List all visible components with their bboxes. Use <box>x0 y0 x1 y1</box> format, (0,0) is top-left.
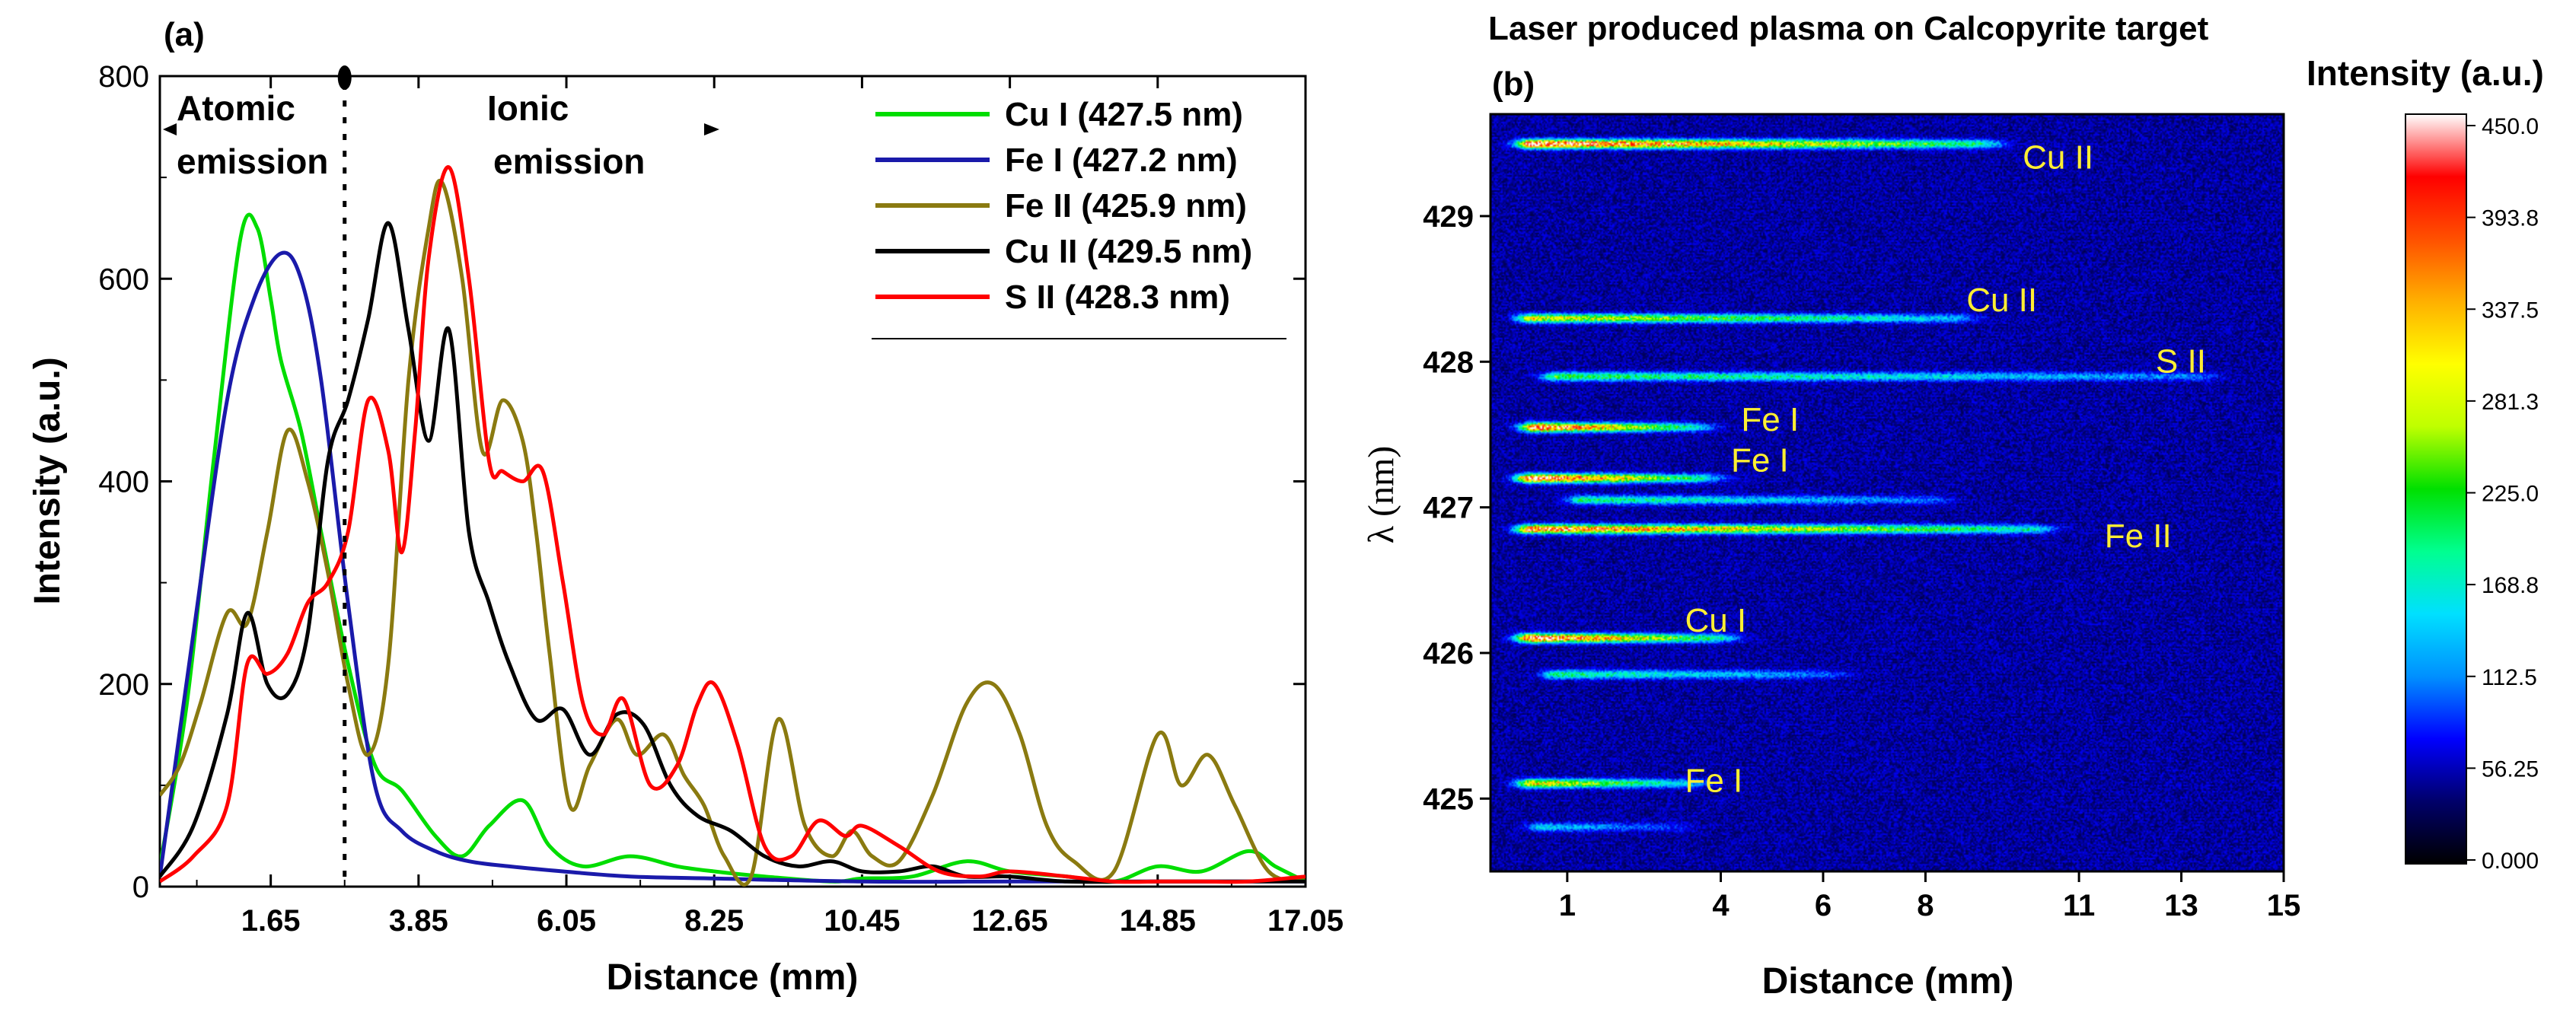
b-ytick-label: 425 <box>1423 782 1474 816</box>
a-ylabel: Intensity (a.u.) <box>27 357 68 604</box>
legend-label: Cu II (429.5 nm) <box>1005 233 1252 270</box>
a-xtick-label: 8.25 <box>684 904 744 938</box>
colorbar <box>2405 113 2467 865</box>
b-ytick-label: 427 <box>1423 492 1474 525</box>
colorbar-tick-label: 225.0 <box>2482 482 2539 507</box>
arrow-left-icon <box>163 123 177 135</box>
emission-line-label: Fe I <box>1741 401 1799 438</box>
emission-line-label: S II <box>2156 342 2206 380</box>
plot-frame-b <box>1489 113 2285 873</box>
b-xtick-label: 11 <box>2063 889 2095 922</box>
a-ytick-label: 600 <box>98 263 149 296</box>
a-ytick-label: 200 <box>98 668 149 702</box>
annotation-ionic-line1: Ionic <box>487 88 569 128</box>
colorbar-title: Intensity (a.u.) <box>2307 53 2544 93</box>
colorbar-tick-label: 168.8 <box>2482 573 2539 598</box>
b-xtick-label: 1 <box>1559 889 1576 922</box>
colorbar-tick-label: 337.5 <box>2482 298 2539 323</box>
panel-b-heatmap: Laser produced plasma on Calcopyrite tar… <box>1361 10 2544 1002</box>
a-xtick-label: 17.05 <box>1267 904 1344 938</box>
b-ytick-label: 426 <box>1423 637 1474 670</box>
colorbar-tick-label: 450.0 <box>2482 114 2539 139</box>
b-xtick-label: 4 <box>1712 889 1730 922</box>
annotation-atomic-line1: Atomic <box>177 88 295 128</box>
legend-label: S II (428.3 nm) <box>1005 279 1230 316</box>
colorbar-tick-label: 393.8 <box>2482 206 2539 231</box>
b-ytick-label: 428 <box>1423 346 1474 379</box>
series-line-1 <box>160 250 1306 884</box>
colorbar-tick-label: 112.5 <box>2482 665 2537 690</box>
emission-line-label: Cu II <box>2023 139 2093 176</box>
annotation-atomic-line2: emission <box>177 142 328 181</box>
b-xtick-label: 13 <box>2164 889 2198 922</box>
b-ylabel: λ (nm) <box>1361 446 1401 544</box>
arrow-right-icon <box>704 123 719 135</box>
legend: Cu I (427.5 nm) Fe I (427.2 nm) Fe II (425… <box>872 96 1286 339</box>
heatmap-image <box>1490 114 2284 871</box>
colorbar-tick-label: 0.000 <box>2482 849 2539 874</box>
panel-b-title: Laser produced plasma on Calcopyrite tar… <box>1488 10 2209 47</box>
series-line-2 <box>160 179 1306 887</box>
b-xtick-label: 8 <box>1917 889 1934 922</box>
a-xtick-label: 1.65 <box>241 904 301 938</box>
emission-line-label: Cu I <box>1685 602 1746 639</box>
divider-marker <box>337 65 352 90</box>
legend-label: Fe II (425.9 nm) <box>1005 187 1247 225</box>
b-xtick-label: 6 <box>1815 889 1832 922</box>
panel-b-label: (b) <box>1492 65 1535 103</box>
a-xtick-label: 6.05 <box>537 904 596 938</box>
panel-a-label: (a) <box>164 16 205 53</box>
emission-line-label: Cu II <box>1966 282 2037 319</box>
a-xlabel: Distance (mm) <box>607 957 859 998</box>
b-xlabel: Distance (mm) <box>1762 961 2014 1002</box>
annotation-ionic-line2: emission <box>493 142 645 181</box>
legend-label: Fe I (427.2 nm) <box>1005 142 1238 179</box>
emission-line-label: Fe I <box>1731 441 1789 479</box>
a-xtick-label: 10.45 <box>824 904 900 938</box>
panel-a-line-chart: 1.65 3.85 6.05 8.25 10.45 12.65 14.85 17.05 0 200… <box>27 16 1344 998</box>
colorbar-tick-label: 281.3 <box>2482 390 2539 415</box>
colorbar-tick-label: 56.25 <box>2482 756 2539 782</box>
a-xtick-label: 3.85 <box>389 904 448 938</box>
a-ytick-label: 0 <box>132 871 149 904</box>
emission-line-label: Fe I <box>1685 762 1742 799</box>
b-xtick-label: 15 <box>2267 889 2301 922</box>
a-ytick-label: 800 <box>98 60 149 94</box>
legend-label: Cu I (427.5 nm) <box>1005 96 1243 133</box>
series-line-4 <box>160 165 1306 884</box>
a-xtick-label: 14.85 <box>1120 904 1196 938</box>
b-ytick-label: 429 <box>1423 200 1474 234</box>
series-line-3 <box>160 221 1306 884</box>
a-ytick-label: 400 <box>98 466 149 499</box>
emission-line-label: Fe II <box>2105 518 2172 555</box>
a-xtick-label: 12.65 <box>972 904 1048 938</box>
